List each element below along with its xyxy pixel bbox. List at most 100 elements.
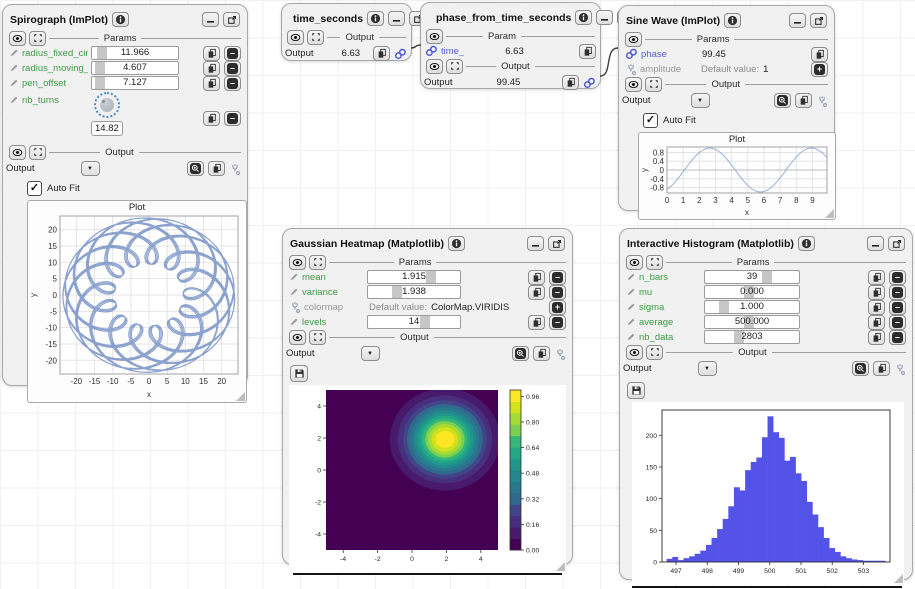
param-slider[interactable]: 11.966 xyxy=(91,46,179,60)
visibility-toggle-button[interactable] xyxy=(289,329,306,345)
param-slider[interactable]: 0.000 xyxy=(704,285,800,299)
copy-button[interactable] xyxy=(562,75,579,90)
info-button[interactable] xyxy=(448,236,466,251)
copy-button[interactable] xyxy=(868,269,885,285)
copy-button[interactable] xyxy=(868,284,885,300)
output-dropdown-button[interactable]: ▼ xyxy=(80,161,100,176)
expand-all-button[interactable] xyxy=(309,254,326,270)
copy-button[interactable] xyxy=(811,46,828,62)
popout-button[interactable] xyxy=(548,236,565,251)
spirograph-plot[interactable]: -20 -15 -10 -5 0 5 10 15 20 -20 -15 -10 -5 0 5 10 15 20 x y xyxy=(28,214,246,400)
expand-all-button[interactable] xyxy=(645,76,662,92)
remove-button[interactable]: – xyxy=(549,269,566,285)
copy-button[interactable] xyxy=(579,43,596,59)
copy-button[interactable] xyxy=(203,45,220,61)
plug-pin-icon[interactable] xyxy=(229,163,241,175)
param-slider[interactable]: 14 xyxy=(367,315,461,329)
resize-grip[interactable] xyxy=(556,562,565,571)
param-slider[interactable]: 1.000 xyxy=(704,300,800,314)
output-dropdown-button[interactable]: ▼ xyxy=(690,93,710,108)
visibility-toggle-button[interactable] xyxy=(287,29,304,45)
param-slider[interactable]: 1.938 xyxy=(367,285,461,299)
minimize-button[interactable] xyxy=(202,12,219,27)
save-figure-button[interactable] xyxy=(627,382,645,399)
sine-plot[interactable]: 0 1 2 3 4 5 6 7 8 9-0.8-0.400.40.8xy xyxy=(639,145,835,218)
copy-button[interactable] xyxy=(868,314,885,330)
copy-button[interactable] xyxy=(203,60,220,76)
resize-grip[interactable] xyxy=(894,574,903,583)
minimize-button[interactable] xyxy=(388,11,406,26)
popout-button[interactable] xyxy=(888,236,905,251)
expand-all-button[interactable] xyxy=(29,30,46,46)
remove-button[interactable]: – xyxy=(224,45,241,61)
info-button[interactable] xyxy=(797,236,815,251)
expand-all-button[interactable] xyxy=(307,29,324,45)
expand-all-button[interactable] xyxy=(309,329,326,345)
visibility-toggle-button[interactable] xyxy=(9,144,26,160)
copy-button[interactable] xyxy=(203,75,220,91)
link-pin-icon[interactable] xyxy=(425,45,438,57)
minimize-button[interactable] xyxy=(596,10,614,25)
output-dropdown-button[interactable]: ▼ xyxy=(697,361,717,376)
link-pin-icon[interactable] xyxy=(394,48,407,60)
resize-grip[interactable] xyxy=(236,392,245,401)
zoom-button[interactable] xyxy=(774,93,791,108)
remove-button[interactable]: – xyxy=(224,110,241,126)
add-button[interactable]: + xyxy=(549,299,566,315)
visibility-toggle-button[interactable] xyxy=(626,254,643,270)
auto-fit-checkbox[interactable]: ✓ xyxy=(27,181,42,196)
copy-button[interactable] xyxy=(208,161,225,176)
remove-button[interactable]: – xyxy=(224,75,241,91)
remove-button[interactable]: – xyxy=(889,329,906,345)
visibility-toggle-button[interactable] xyxy=(625,31,642,47)
plug-pin-icon[interactable] xyxy=(289,301,301,313)
copy-button[interactable] xyxy=(868,299,885,315)
expand-all-button[interactable] xyxy=(646,344,663,360)
copy-button[interactable] xyxy=(528,314,545,330)
expand-all-button[interactable] xyxy=(646,254,663,270)
save-figure-button[interactable] xyxy=(290,365,308,382)
output-dropdown-button[interactable]: ▼ xyxy=(360,346,380,361)
knob-control[interactable] xyxy=(93,92,120,118)
popout-button[interactable] xyxy=(223,12,240,27)
remove-button[interactable]: – xyxy=(889,299,906,315)
remove-button[interactable]: – xyxy=(549,314,566,330)
remove-button[interactable]: – xyxy=(889,314,906,330)
copy-button[interactable] xyxy=(528,269,545,285)
copy-button[interactable] xyxy=(528,284,545,300)
minimize-button[interactable] xyxy=(527,236,544,251)
zoom-button[interactable] xyxy=(187,161,204,176)
knob-value[interactable]: 14.82 xyxy=(91,121,123,136)
minimize-button[interactable] xyxy=(867,236,884,251)
visibility-toggle-button[interactable] xyxy=(426,28,443,44)
plug-pin-icon[interactable] xyxy=(625,63,637,75)
plug-pin-icon[interactable] xyxy=(816,95,828,107)
remove-button[interactable]: – xyxy=(889,269,906,285)
auto-fit-checkbox[interactable]: ✓ xyxy=(643,113,658,128)
remove-button[interactable]: – xyxy=(889,284,906,300)
link-pin-icon[interactable] xyxy=(583,77,596,89)
remove-button[interactable]: – xyxy=(549,284,566,300)
info-button[interactable] xyxy=(367,11,385,26)
param-slider[interactable]: 7.127 xyxy=(91,76,179,90)
link-pin-icon[interactable] xyxy=(625,48,638,60)
visibility-toggle-button[interactable] xyxy=(289,254,306,270)
expand-all-button[interactable] xyxy=(29,144,46,160)
zoom-button[interactable] xyxy=(512,346,529,361)
info-button[interactable] xyxy=(112,12,129,27)
copy-button[interactable] xyxy=(203,110,220,126)
popout-button[interactable] xyxy=(810,13,827,28)
info-button[interactable] xyxy=(575,10,593,25)
visibility-toggle-button[interactable] xyxy=(626,344,643,360)
copy-button[interactable] xyxy=(533,346,550,361)
param-slider[interactable]: 2803 xyxy=(704,330,800,344)
copy-button[interactable] xyxy=(373,46,390,61)
param-slider[interactable]: 39 xyxy=(704,270,800,284)
plug-pin-icon[interactable] xyxy=(554,348,566,360)
add-button[interactable]: + xyxy=(811,61,828,77)
minimize-button[interactable] xyxy=(789,13,806,28)
param-slider[interactable]: 500.000 xyxy=(704,315,800,329)
visibility-toggle-button[interactable] xyxy=(9,30,26,46)
visibility-toggle-button[interactable] xyxy=(426,58,443,74)
info-button[interactable] xyxy=(724,13,742,28)
